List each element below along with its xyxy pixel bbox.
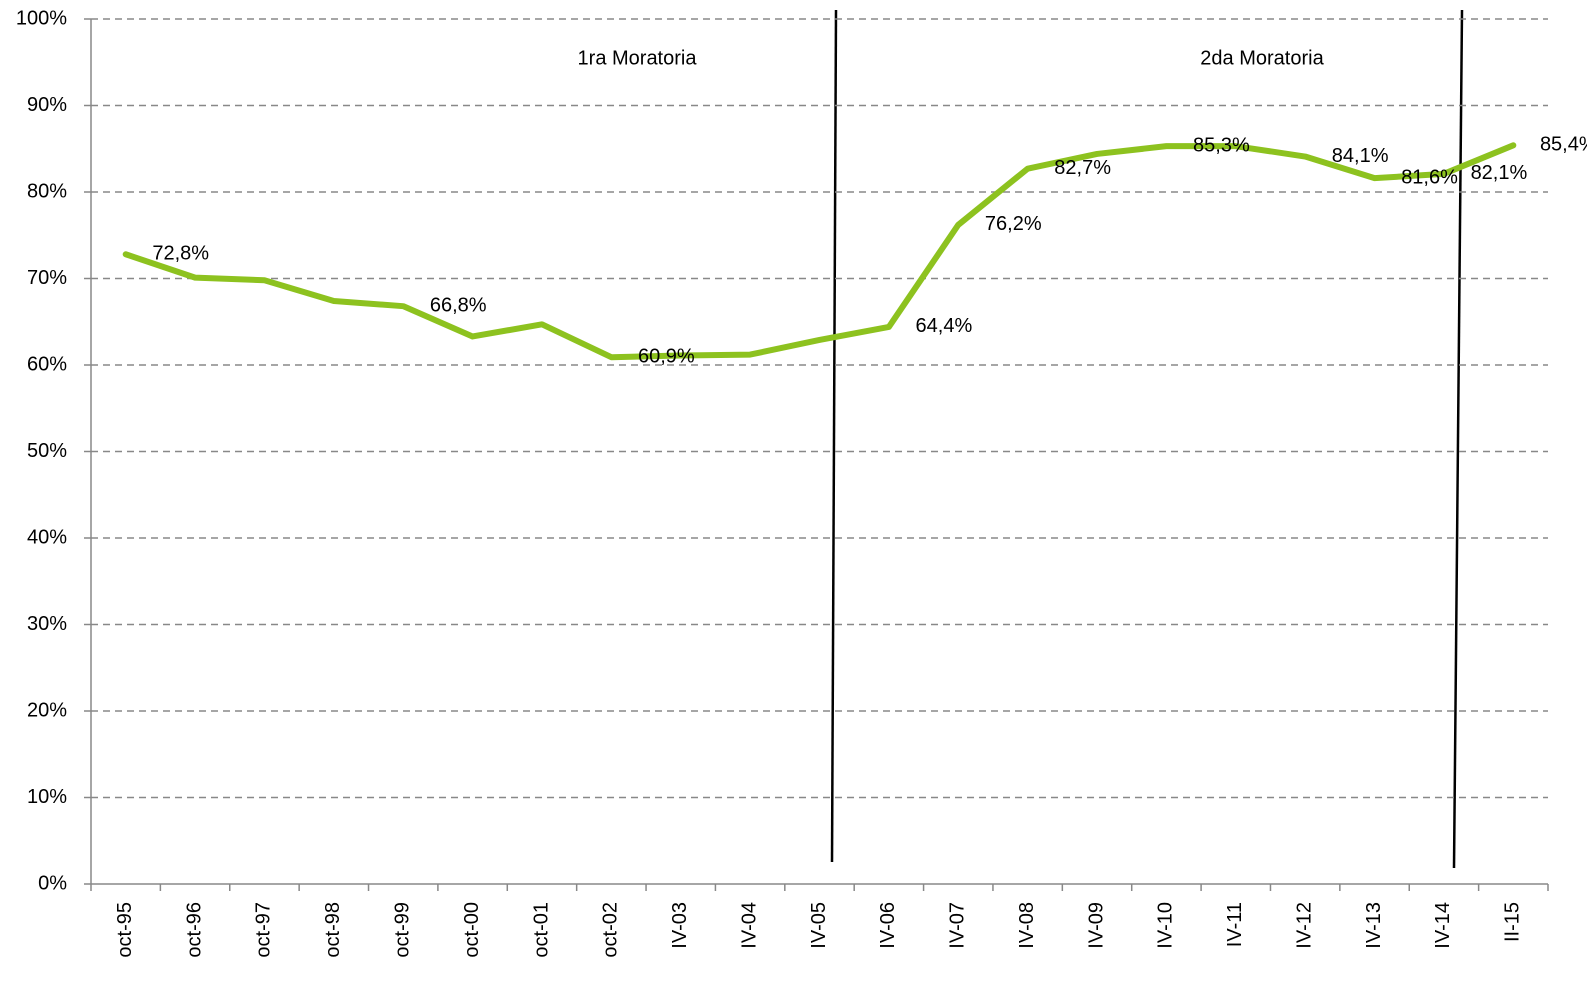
data-label: 66,8% [430, 294, 487, 316]
x-tick-label: IV-08 [1016, 902, 1038, 949]
y-tick-label: 100% [16, 7, 67, 29]
y-tick-label: 20% [27, 699, 67, 721]
data-label: 85,3% [1193, 134, 1250, 156]
x-tick-label: IV-11 [1224, 902, 1246, 947]
x-tick-label: IV-07 [947, 902, 969, 949]
x-tick-label: IV-04 [738, 902, 760, 949]
data-label: 60,9% [638, 345, 695, 367]
data-label: 64,4% [916, 315, 973, 337]
data-label: 84,1% [1332, 145, 1389, 167]
data-label: 85,4% [1540, 134, 1587, 156]
data-label: 81,6% [1401, 166, 1458, 188]
data-label: 82,7% [1054, 157, 1111, 179]
x-tick-label: II-15 [1502, 902, 1524, 942]
period-divider [1452, 9, 1464, 869]
x-tick-label: oct-02 [600, 902, 622, 958]
y-tick-label: 90% [27, 94, 67, 116]
x-tick-label: oct-99 [391, 902, 413, 958]
x-tick-label: oct-98 [322, 902, 344, 958]
x-tick-label: oct-00 [461, 902, 483, 958]
y-tick-label: 60% [27, 353, 67, 375]
data-label: 76,2% [985, 213, 1042, 235]
x-tick-label: IV-13 [1363, 902, 1385, 949]
data-line [122, 142, 1517, 361]
data-label: 72,8% [152, 243, 209, 265]
x-tick-label: IV-12 [1293, 902, 1315, 949]
y-tick-label: 80% [27, 180, 67, 202]
period-divider [830, 9, 838, 863]
x-tick-label: IV-06 [877, 902, 899, 949]
x-tick-label: IV-03 [669, 902, 691, 949]
x-tick-label: oct-01 [530, 902, 552, 958]
x-tick-label: IV-05 [808, 902, 830, 949]
y-tick-label: 50% [27, 440, 67, 462]
y-tick-label: 70% [27, 267, 67, 289]
y-tick-label: 40% [27, 526, 67, 548]
x-tick-label: IV-09 [1085, 902, 1107, 949]
annotation: 2da Moratoria [1200, 47, 1324, 69]
x-tick-label: oct-96 [183, 902, 205, 958]
x-tick-label: oct-95 [114, 902, 136, 958]
annotation: 1ra Moratoria [578, 47, 698, 69]
y-tick-label: 10% [27, 786, 67, 808]
x-tick-label: oct-97 [253, 902, 275, 958]
y-tick-label: 30% [27, 613, 67, 635]
x-tick-label: IV-14 [1432, 902, 1454, 949]
x-tick-label: IV-10 [1155, 902, 1177, 949]
data-label: 82,1% [1471, 162, 1528, 184]
y-tick-label: 0% [38, 872, 67, 894]
